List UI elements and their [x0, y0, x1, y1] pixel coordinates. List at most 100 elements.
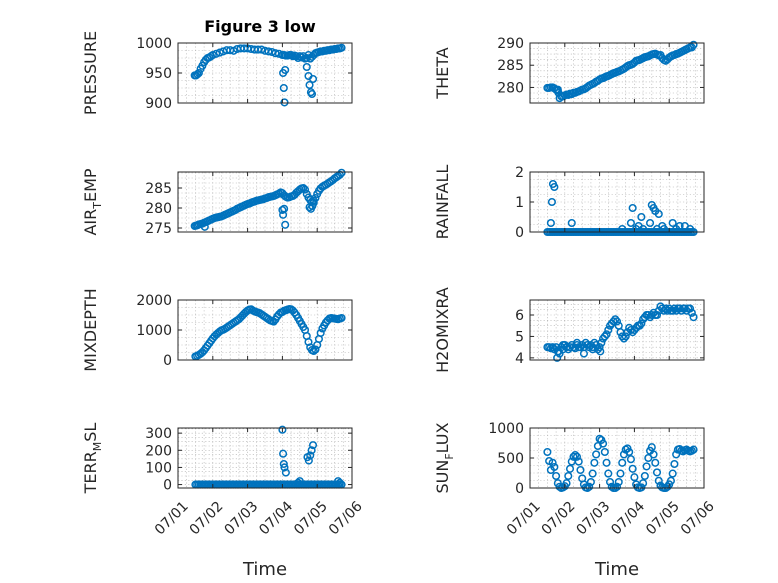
- data-point: [547, 197, 556, 207]
- y-tick-label: 275: [145, 221, 172, 237]
- y-tick-label: 290: [497, 36, 524, 52]
- axes-box: [529, 299, 705, 361]
- data-point: [562, 479, 571, 488]
- data-point: [257, 45, 266, 54]
- x-tick-label: 07/06: [678, 498, 718, 538]
- data-point: [689, 40, 698, 49]
- data-point: [553, 86, 562, 95]
- data-point: [194, 68, 203, 78]
- data-point: [281, 65, 290, 75]
- data-point: [294, 478, 303, 487]
- y-tick-label: 0: [515, 225, 524, 241]
- y-tick-label: 0: [515, 481, 524, 497]
- data-point: [652, 310, 662, 320]
- data-point: [675, 221, 684, 231]
- data-point: [599, 439, 608, 448]
- data-point: [564, 471, 573, 481]
- data-point: [337, 313, 346, 323]
- data-point: [309, 346, 318, 356]
- data-point: [651, 458, 660, 467]
- y-tick-label: 285: [145, 181, 172, 197]
- data-point: [639, 479, 648, 488]
- data-point: [675, 304, 684, 313]
- data-point: [571, 450, 580, 460]
- data-point: [618, 332, 627, 341]
- x-tick-label: 07/01: [152, 498, 192, 538]
- data-point: [625, 447, 634, 457]
- data-point: [668, 218, 677, 228]
- data-point: [267, 47, 277, 57]
- x-tick-label: 07/02: [539, 498, 579, 538]
- panel-rainfall: 0 1 2 RAINFALL: [433, 165, 705, 241]
- data-point: [565, 343, 575, 352]
- y-tick-label: 900: [145, 96, 172, 112]
- y-tick-label: 0: [163, 478, 172, 494]
- x-tick-label: 07/03: [222, 498, 262, 538]
- data-point: [614, 477, 623, 487]
- data-point: [200, 222, 209, 231]
- data-point: [280, 463, 289, 472]
- data-point: [279, 83, 288, 93]
- data-point: [635, 321, 644, 330]
- data-point: [316, 328, 325, 338]
- y-axis-label: SUNFLUX: [433, 422, 456, 493]
- data-point: [572, 338, 582, 347]
- data-point: [630, 473, 639, 482]
- data-point: [687, 308, 696, 317]
- data-point: [309, 198, 318, 207]
- y-tick-label: 6: [515, 308, 524, 324]
- data-point: [663, 306, 672, 315]
- data-point: [212, 49, 221, 58]
- data-point: [646, 218, 655, 228]
- x-tick-label: 07/03: [574, 498, 614, 538]
- y-axis-label: PRESSURE: [81, 31, 100, 115]
- data-point: [572, 452, 582, 461]
- data-point: [299, 183, 308, 193]
- data-point: [604, 469, 613, 478]
- x-axis-label: Time: [594, 559, 639, 580]
- data-point: [546, 218, 555, 228]
- data-point: [689, 313, 698, 322]
- axes-box: [177, 427, 353, 489]
- data-point: [550, 182, 559, 192]
- data-point: [281, 220, 290, 229]
- data-point: [271, 49, 280, 58]
- data-point: [602, 330, 611, 339]
- data-point: [279, 210, 288, 219]
- data-point: [628, 203, 637, 213]
- data-point: [637, 212, 646, 222]
- y-tick-label: 5: [515, 329, 524, 345]
- data-point: [588, 345, 597, 354]
- data-point: [689, 445, 698, 454]
- data-point: [567, 218, 576, 228]
- data-point: [279, 449, 288, 458]
- data-point: [281, 468, 290, 477]
- data-point: [616, 469, 625, 478]
- data-point: [295, 477, 304, 486]
- data-point: [588, 469, 597, 478]
- y-axis-label: TERRMSL: [81, 423, 104, 495]
- data-point: [592, 450, 601, 459]
- data-point: [569, 452, 578, 461]
- data-point: [307, 89, 317, 99]
- y-tick-label: 100: [145, 460, 172, 476]
- y-tick-label: 950: [145, 66, 172, 82]
- data-point: [670, 459, 679, 469]
- data-point: [640, 471, 649, 481]
- x-axis-label: Time: [242, 559, 287, 580]
- data-point: [642, 462, 651, 471]
- y-tick-label: 1000: [488, 421, 524, 437]
- x-tick-label: 07/05: [291, 498, 331, 538]
- x-tick-label: 07/02: [187, 498, 227, 538]
- data-point: [311, 193, 320, 203]
- data-point: [585, 482, 594, 491]
- x-tick-label: 07/05: [643, 498, 683, 538]
- y-tick-label: 1000: [136, 323, 172, 339]
- x-tick-label: 07/04: [256, 498, 296, 538]
- y-tick-label: 1000: [136, 36, 172, 52]
- data-point: [308, 74, 318, 84]
- data-point: [637, 483, 646, 492]
- data-point: [590, 458, 599, 467]
- data-point: [600, 332, 609, 341]
